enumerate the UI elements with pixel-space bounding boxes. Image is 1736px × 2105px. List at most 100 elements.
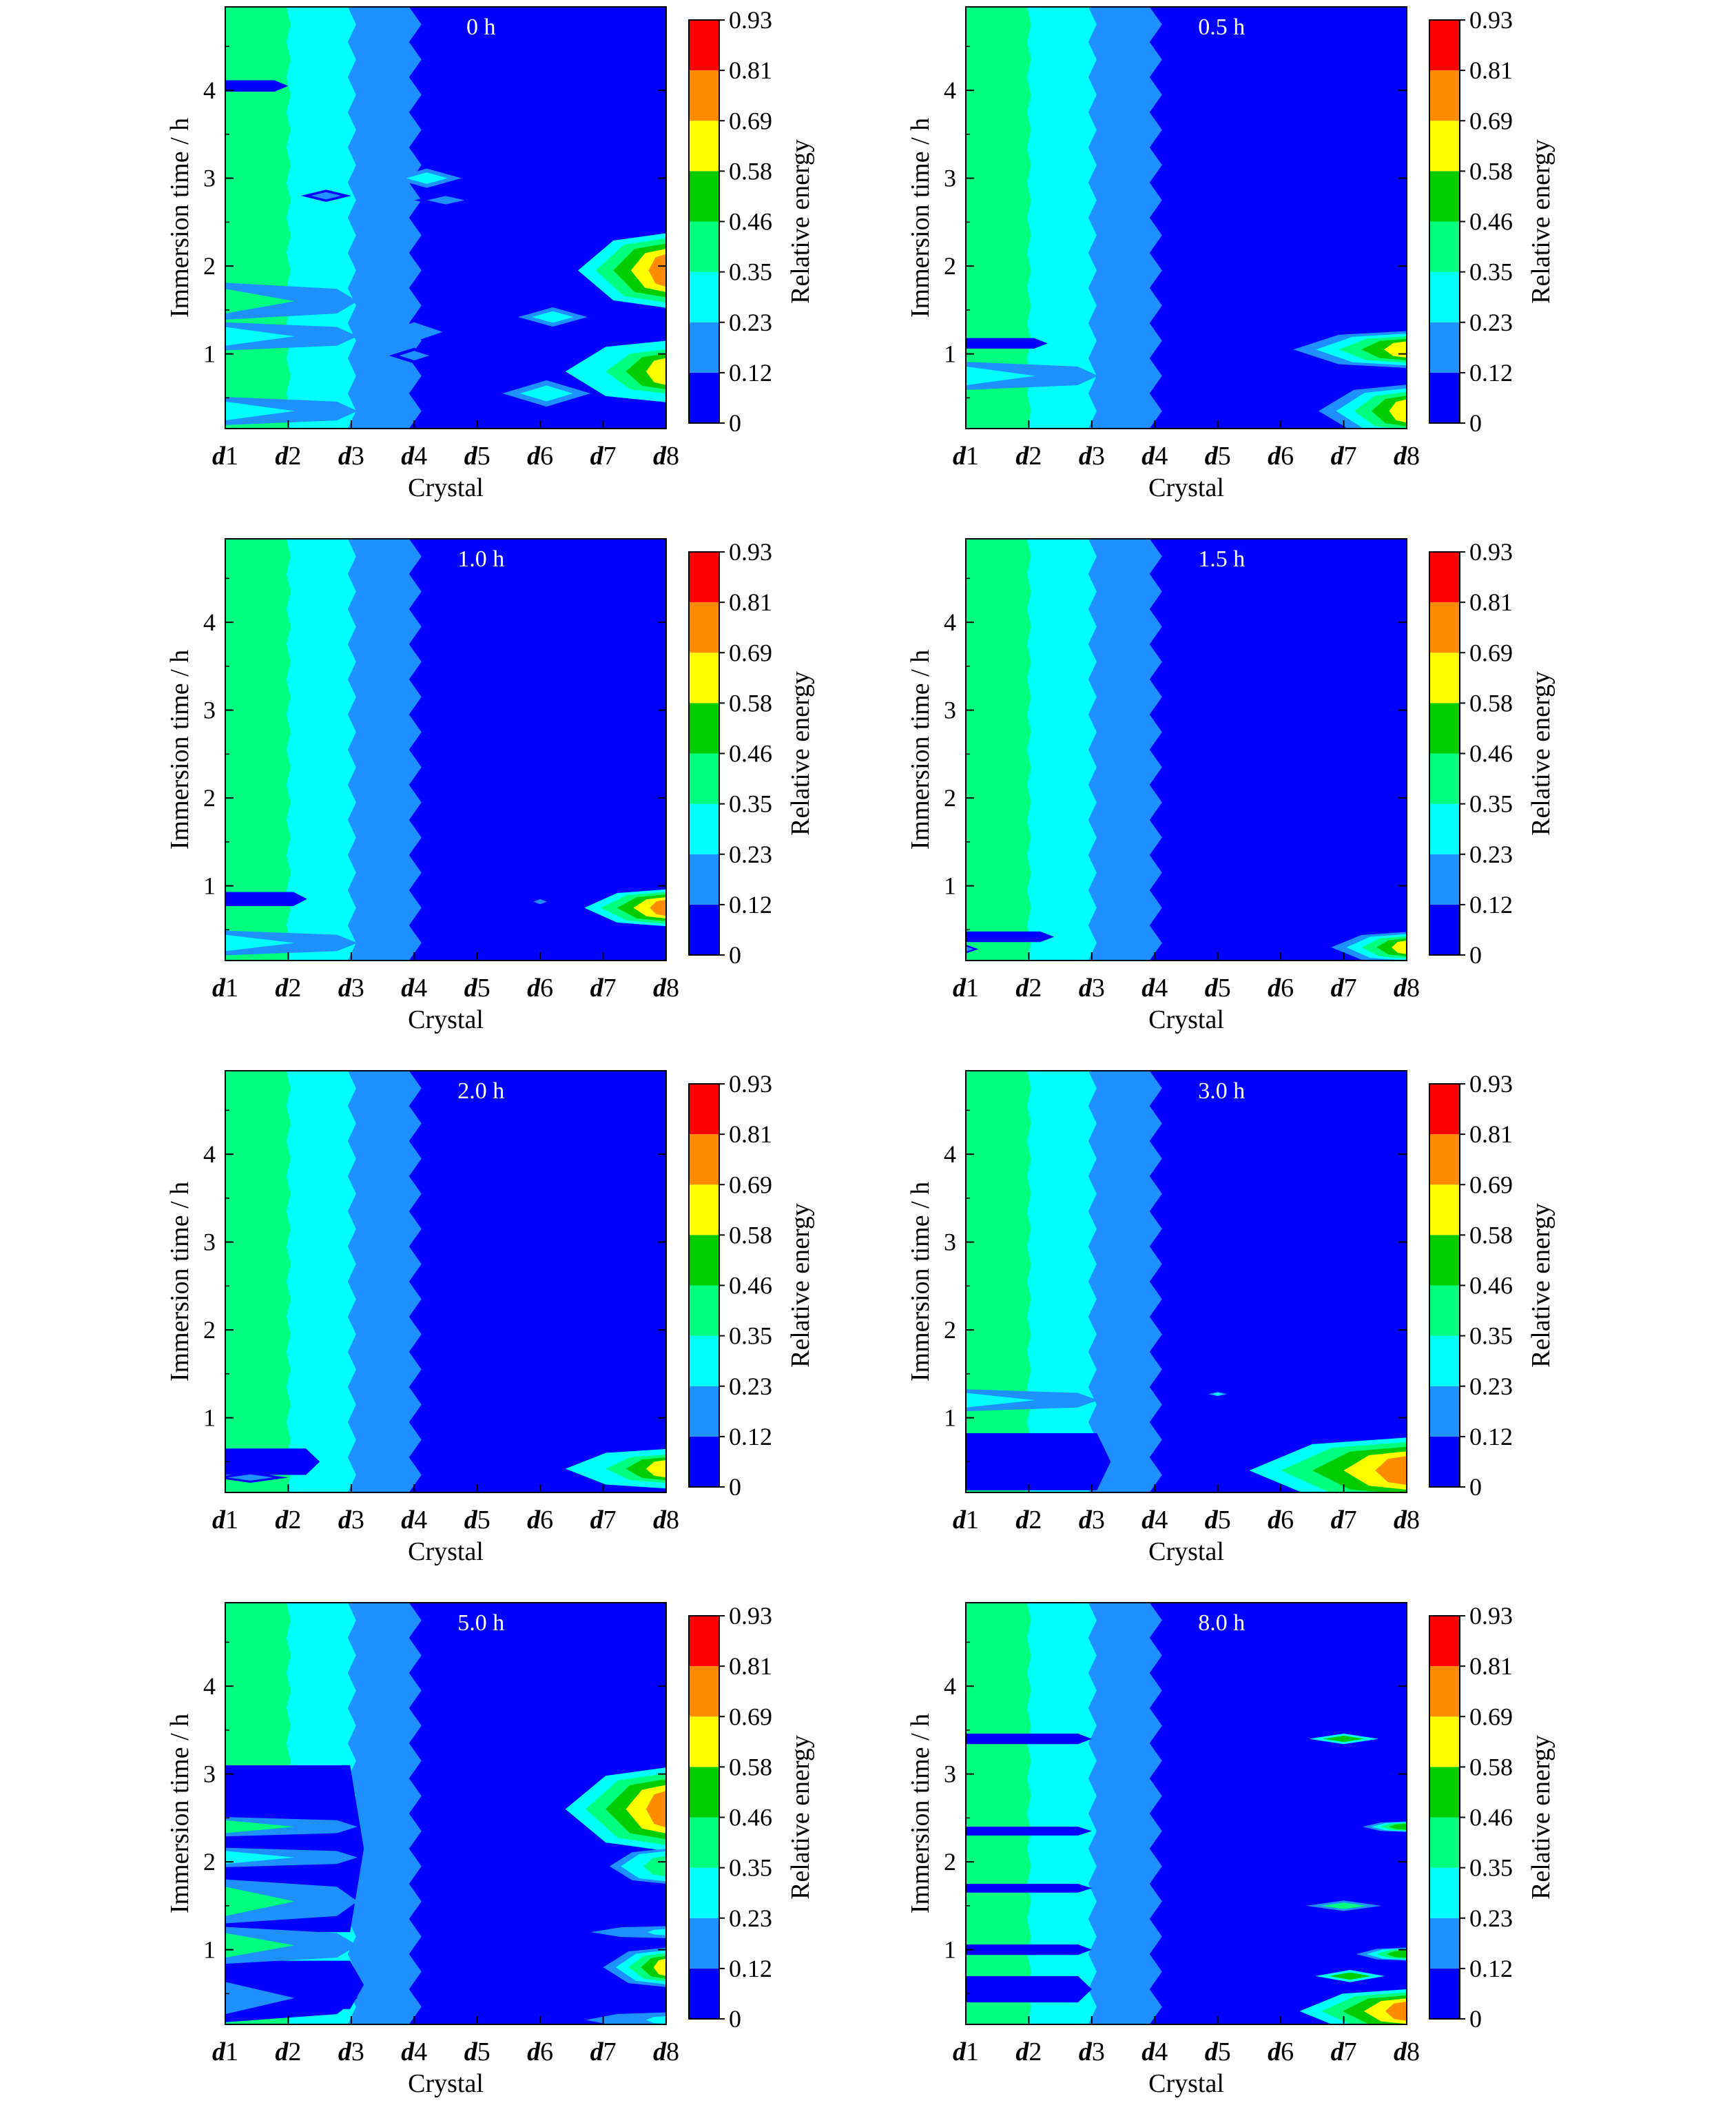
colorbar-tick-label: 0.81 bbox=[729, 1120, 772, 1148]
x-tick-label: d8 bbox=[653, 974, 679, 1003]
x-tick-label: d1 bbox=[212, 442, 238, 471]
colorbar-tick-label: 0.69 bbox=[729, 639, 772, 666]
colorbar-swatch bbox=[1429, 1084, 1460, 1135]
x-tick-label: d5 bbox=[1205, 974, 1231, 1003]
x-tick-number: 5 bbox=[1218, 2037, 1231, 2066]
contour-column bbox=[966, 7, 1031, 429]
x-tick-number: 6 bbox=[1281, 2037, 1294, 2066]
x-axis-label: Crystal bbox=[408, 473, 484, 502]
x-tick-prefix: d bbox=[212, 1506, 226, 1534]
colorbar-label: Relative energy bbox=[786, 1735, 815, 1900]
x-tick-number: 8 bbox=[1407, 974, 1420, 1003]
x-tick-prefix: d bbox=[1331, 1506, 1345, 1534]
x-tick-label: d2 bbox=[1015, 2037, 1042, 2066]
panel-title: 0.5 h bbox=[1198, 14, 1245, 40]
x-tick-number: 6 bbox=[540, 974, 553, 1003]
colorbar-swatch bbox=[689, 703, 719, 754]
contour-blob-core bbox=[406, 172, 448, 185]
x-tick-prefix: d bbox=[1394, 974, 1407, 1003]
x-tick-prefix: d bbox=[1079, 974, 1093, 1003]
colorbar-swatch bbox=[689, 221, 719, 272]
x-tick-label: d6 bbox=[1268, 442, 1294, 471]
colorbar-swatch bbox=[689, 753, 719, 804]
x-tick-prefix: d bbox=[275, 974, 289, 1003]
x-tick-prefix: d bbox=[338, 1506, 352, 1534]
x-tick-number: 5 bbox=[477, 2037, 490, 2066]
colorbar-tick-label: 0.93 bbox=[729, 6, 772, 34]
x-tick-number: 1 bbox=[225, 1506, 238, 1534]
x-tick-number: 4 bbox=[1155, 974, 1168, 1003]
contour-blob-core bbox=[399, 351, 430, 361]
colorbar-swatch bbox=[1429, 221, 1460, 272]
colorbar-swatch bbox=[1429, 1968, 1460, 2019]
panel-title: 3.0 h bbox=[1198, 1078, 1245, 1104]
colorbar-swatch bbox=[1429, 171, 1460, 222]
heatmap-field bbox=[225, 1603, 666, 2024]
x-tick-label: d5 bbox=[1205, 1506, 1231, 1534]
colorbar-swatch bbox=[689, 854, 719, 905]
colorbar-swatch bbox=[689, 70, 719, 121]
colorbar-tick-label: 0.93 bbox=[1469, 538, 1513, 566]
x-tick-prefix: d bbox=[653, 974, 667, 1003]
x-tick-number: 4 bbox=[414, 2037, 427, 2066]
x-tick-label: d2 bbox=[275, 442, 301, 471]
x-tick-prefix: d bbox=[338, 442, 352, 471]
x-tick-label: d2 bbox=[1015, 442, 1042, 471]
colorbar-swatch bbox=[689, 1716, 719, 1767]
contour-band-core bbox=[225, 1933, 295, 1958]
colorbar-swatch bbox=[689, 1184, 719, 1235]
y-tick-label: 2 bbox=[944, 1316, 956, 1344]
panel-title: 1.5 h bbox=[1198, 546, 1245, 572]
colorbar-swatch bbox=[689, 1616, 719, 1667]
x-tick-label: d5 bbox=[1205, 442, 1231, 471]
colorbar-swatch bbox=[689, 1084, 719, 1135]
colorbar-swatch bbox=[1429, 854, 1460, 905]
x-tick-number: 8 bbox=[1407, 2037, 1420, 2066]
contour-edge bbox=[650, 899, 666, 916]
panel-title: 2.0 h bbox=[457, 1078, 504, 1104]
x-tick-number: 5 bbox=[477, 974, 490, 1003]
colorbar-tick-label: 0.46 bbox=[729, 208, 772, 236]
colorbar-tick-label: 0.58 bbox=[1469, 157, 1513, 185]
colorbar-tick-label: 0.35 bbox=[729, 1854, 772, 1882]
x-tick-label: d4 bbox=[401, 974, 427, 1003]
x-tick-prefix: d bbox=[401, 1506, 415, 1534]
x-tick-prefix: d bbox=[275, 2037, 289, 2066]
contour-stripe bbox=[966, 1944, 1092, 1955]
contour-blob-core bbox=[1321, 1902, 1367, 1909]
x-tick-number: 7 bbox=[1344, 2037, 1357, 2066]
x-tick-prefix: d bbox=[1015, 974, 1029, 1003]
contour-band-core bbox=[225, 1887, 295, 1916]
x-tick-number: 8 bbox=[666, 442, 679, 471]
contour-stripe bbox=[966, 1975, 1092, 2003]
x-tick-number: 3 bbox=[351, 442, 364, 471]
x-tick-label: d7 bbox=[1331, 442, 1357, 471]
x-tick-prefix: d bbox=[653, 1506, 667, 1534]
y-axis-label: Immersion time / h bbox=[165, 1182, 194, 1382]
x-tick-prefix: d bbox=[653, 2037, 667, 2066]
x-tick-prefix: d bbox=[338, 2037, 352, 2066]
colorbar-swatch bbox=[1429, 1436, 1460, 1487]
y-tick-label: 3 bbox=[203, 1760, 216, 1788]
colorbar-swatch bbox=[1429, 1335, 1460, 1386]
colorbar-tick-label: 0.46 bbox=[1469, 1272, 1513, 1300]
x-tick-prefix: d bbox=[1205, 1506, 1219, 1534]
x-tick-label: d7 bbox=[590, 974, 617, 1003]
y-axis-label: Immersion time / h bbox=[165, 650, 194, 850]
contour-stripe bbox=[225, 1448, 320, 1475]
x-tick-prefix: d bbox=[338, 974, 352, 1003]
x-tick-prefix: d bbox=[1394, 1506, 1407, 1534]
y-tick-label: 4 bbox=[944, 1140, 956, 1168]
contour-band-core bbox=[225, 401, 295, 421]
x-tick-label: d5 bbox=[464, 442, 490, 471]
x-tick-prefix: d bbox=[1141, 974, 1155, 1003]
x-tick-number: 6 bbox=[540, 1506, 553, 1534]
colorbar-label: Relative energy bbox=[786, 1203, 815, 1368]
colorbar-swatch bbox=[689, 1134, 719, 1185]
y-tick-label: 3 bbox=[203, 697, 216, 724]
y-axis-label: Immersion time / h bbox=[906, 1714, 935, 1913]
contour-blob-core bbox=[1329, 1972, 1371, 1980]
contour-edge bbox=[647, 1929, 666, 1935]
colorbar-tick-label: 0 bbox=[729, 1473, 741, 1501]
